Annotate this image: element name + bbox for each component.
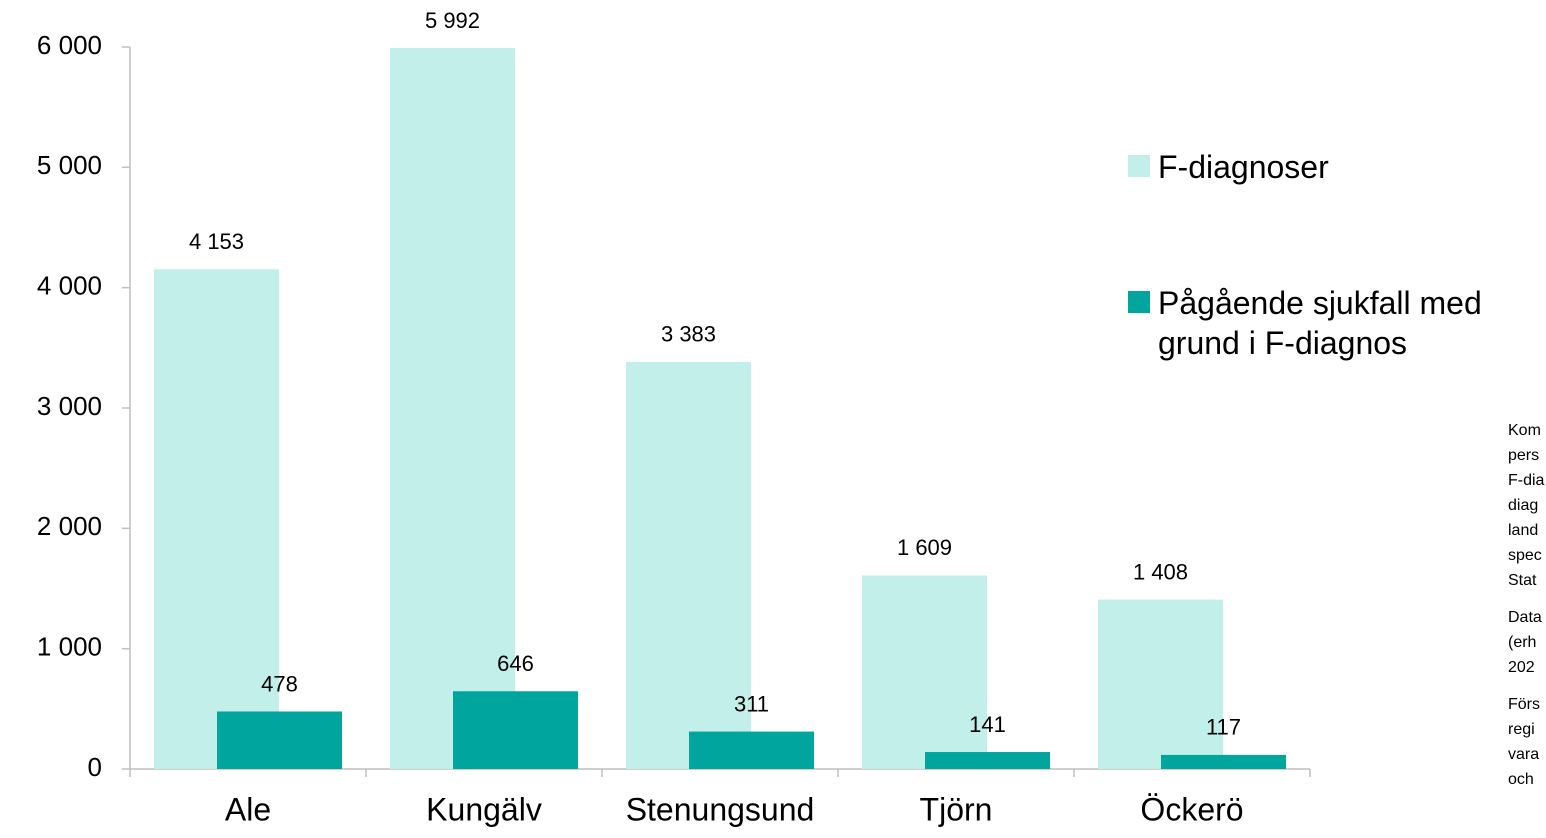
note-line: Data bbox=[1508, 609, 1542, 626]
bar bbox=[689, 731, 814, 769]
note-line: F-dia bbox=[1508, 472, 1545, 489]
note-line: spec bbox=[1508, 547, 1542, 564]
y-tick-label: 4 000 bbox=[37, 271, 102, 301]
note-line: (erh bbox=[1508, 634, 1537, 651]
bar bbox=[154, 269, 279, 769]
value-label: 141 bbox=[969, 712, 1006, 737]
x-tick-label: Kungälv bbox=[426, 791, 542, 827]
note-line: pers bbox=[1508, 447, 1540, 464]
note-paragraph: Kom pers F-dia diag land spec Stat bbox=[1508, 418, 1544, 593]
value-label: 478 bbox=[261, 671, 298, 696]
value-label: 1 609 bbox=[897, 535, 952, 560]
y-tick-label: 5 000 bbox=[37, 150, 102, 180]
y-tick-label: 2 000 bbox=[37, 511, 102, 541]
value-label: 1 408 bbox=[1133, 559, 1188, 584]
note-line: Kom bbox=[1508, 422, 1541, 439]
x-tick-label: Tjörn bbox=[920, 791, 993, 827]
bar bbox=[925, 752, 1050, 769]
bar bbox=[453, 691, 578, 769]
x-tick-label: Öckerö bbox=[1140, 791, 1243, 827]
y-tick-label: 1 000 bbox=[37, 632, 102, 662]
bar bbox=[1098, 599, 1223, 769]
legend-label: F-diagnoser bbox=[1158, 149, 1329, 185]
legend-swatch bbox=[1128, 291, 1150, 313]
note-line: Förs bbox=[1508, 696, 1540, 713]
y-tick-label: 3 000 bbox=[37, 391, 102, 421]
note-line: 202 bbox=[1508, 659, 1535, 676]
legend-swatch bbox=[1128, 155, 1150, 177]
value-label: 646 bbox=[497, 651, 534, 676]
bar bbox=[626, 361, 751, 769]
note-line: regi bbox=[1508, 721, 1535, 738]
y-tick-label: 6 000 bbox=[37, 30, 102, 60]
bar bbox=[862, 575, 987, 769]
y-tick-label: 0 bbox=[88, 752, 102, 782]
legend-label: Pågående sjukfall med grund i F-diagnos bbox=[1158, 285, 1482, 361]
note-line: Stat bbox=[1508, 572, 1537, 589]
value-label: 117 bbox=[1206, 715, 1241, 740]
legend-item: Pågående sjukfall med grund i F-diagnos bbox=[1128, 283, 1546, 363]
note-line: och bbox=[1508, 771, 1534, 788]
note-paragraph: Förs regi vara och bbox=[1508, 692, 1544, 792]
legend-item: F-diagnoser bbox=[1128, 147, 1546, 187]
bar bbox=[390, 47, 515, 770]
bar bbox=[1161, 754, 1286, 769]
note-line: diag bbox=[1508, 497, 1539, 514]
x-tick-label: Ale bbox=[225, 791, 271, 827]
note-line: vara bbox=[1508, 746, 1540, 763]
bar bbox=[217, 711, 342, 769]
x-tick-label: Stenungsund bbox=[626, 791, 815, 827]
value-label: 3 383 bbox=[661, 322, 716, 347]
value-label: 5 992 bbox=[425, 8, 480, 33]
value-label: 311 bbox=[734, 691, 769, 716]
value-label: 4 153 bbox=[189, 229, 244, 254]
note-paragraph: Data (erh 202 bbox=[1508, 605, 1544, 680]
notes: Kom pers F-dia diag land spec Stat Data (erh 202 F… bbox=[1508, 418, 1544, 804]
note-line: land bbox=[1508, 522, 1539, 539]
